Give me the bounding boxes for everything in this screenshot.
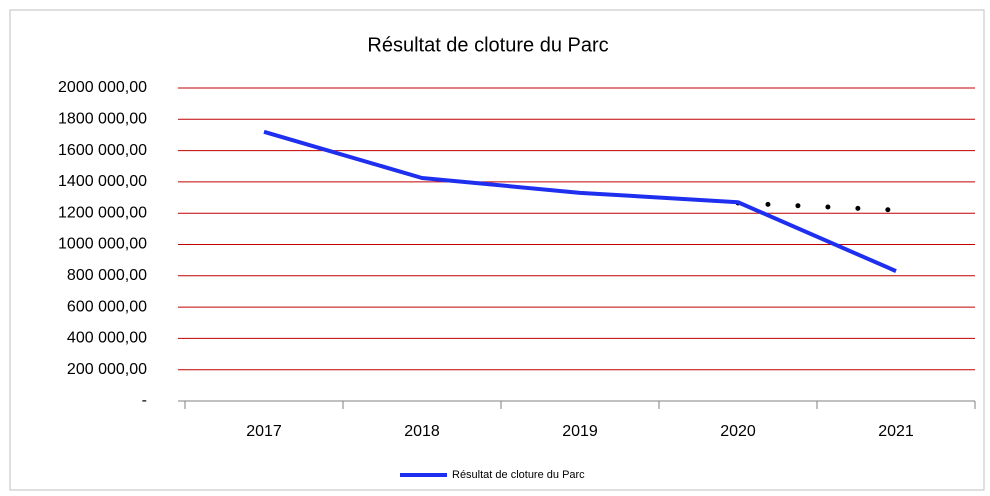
y-tick-label: 400 000,00 [67, 330, 147, 347]
legend-label: Résultat de cloture du Parc [452, 469, 585, 481]
x-tick-label: 2020 [720, 423, 756, 440]
x-tick-label: 2017 [246, 423, 282, 440]
y-tick-label: 1600 000,00 [58, 142, 147, 159]
x-tick-label: 2018 [404, 423, 440, 440]
y-tick-label: 200 000,00 [67, 361, 147, 378]
y-tick-label: 1800 000,00 [58, 111, 147, 128]
series-line [263, 129, 897, 273]
y-tick-label: 600 000,00 [67, 298, 147, 315]
y-tick-label: - [142, 392, 147, 409]
y-tick-label: 1400 000,00 [58, 173, 147, 190]
y-tick-label: 1200 000,00 [58, 204, 147, 221]
y-tick-label: 800 000,00 [67, 267, 147, 284]
chart-border [9, 9, 985, 491]
x-tick-label: 2021 [878, 423, 914, 440]
y-tick-label: 1000 000,00 [58, 236, 147, 253]
x-tick-label: 2019 [562, 423, 598, 440]
y-tick-label: 2000 000,00 [58, 79, 147, 96]
chart-title: Résultat de cloture du Parc [367, 34, 608, 56]
